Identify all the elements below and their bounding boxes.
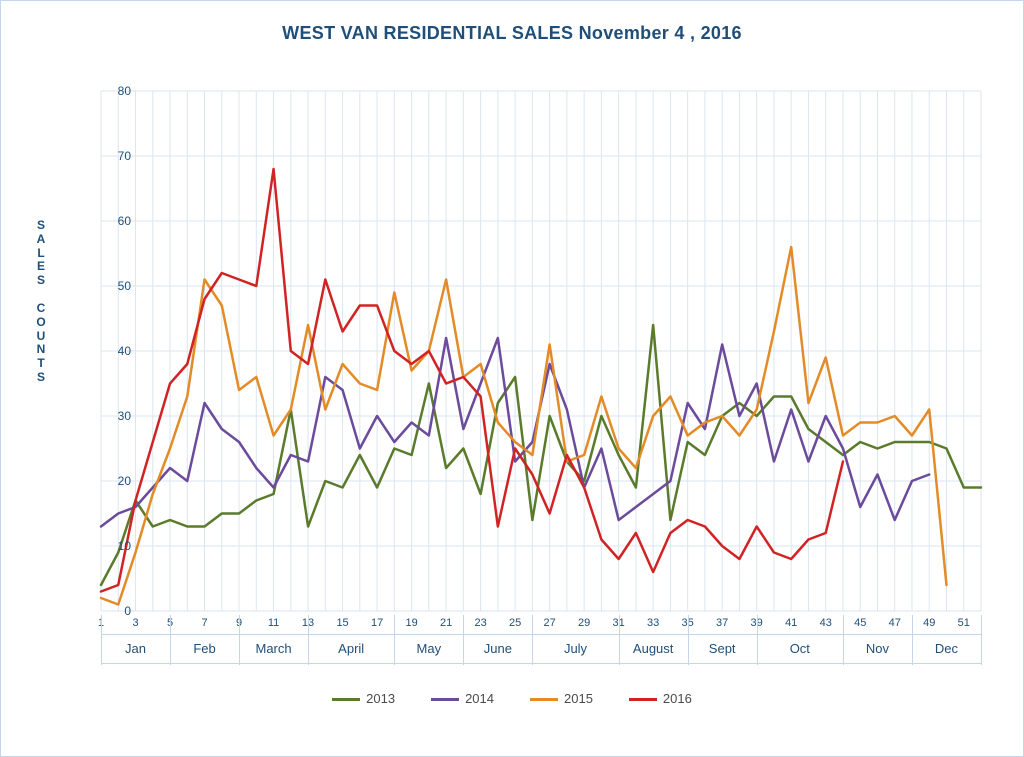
legend-label: 2013 <box>366 691 395 706</box>
legend-item-2016: 2016 <box>629 691 692 706</box>
month-label: August <box>633 641 673 656</box>
x-tick-label: 17 <box>371 617 383 629</box>
y-tick-label: 10 <box>118 539 131 553</box>
month-label: June <box>484 641 512 656</box>
month-label: July <box>564 641 587 656</box>
month-label: May <box>417 641 442 656</box>
y-tick-label: 60 <box>118 214 131 228</box>
legend-item-2013: 2013 <box>332 691 395 706</box>
x-tick-label: 45 <box>854 617 866 629</box>
month-label: April <box>338 641 364 656</box>
x-tick-label: 51 <box>958 617 970 629</box>
month-divider <box>532 615 533 665</box>
month-divider <box>239 615 240 665</box>
y-tick-label: 80 <box>118 84 131 98</box>
chart-title: WEST VAN RESIDENTIAL SALES November 4 , … <box>1 23 1023 44</box>
y-tick-label: 50 <box>118 279 131 293</box>
x-tick-label: 43 <box>820 617 832 629</box>
x-tick-label: 15 <box>336 617 348 629</box>
x-tick-label: 29 <box>578 617 590 629</box>
x-tick-label: 25 <box>509 617 521 629</box>
x-tick-label: 11 <box>268 617 279 629</box>
month-divider <box>308 615 309 665</box>
y-tick-label: 20 <box>118 474 131 488</box>
x-tick-label: 27 <box>544 617 556 629</box>
legend-swatch <box>332 698 360 701</box>
month-label: Jan <box>125 641 146 656</box>
y-tick-label: 30 <box>118 409 131 423</box>
line-chart-svg <box>101 91 981 611</box>
legend-label: 2016 <box>663 691 692 706</box>
chart-frame: WEST VAN RESIDENTIAL SALES November 4 , … <box>0 0 1024 757</box>
legend-swatch <box>530 698 558 701</box>
legend-swatch <box>629 698 657 701</box>
legend-item-2014: 2014 <box>431 691 494 706</box>
month-divider <box>757 615 758 665</box>
legend-item-2015: 2015 <box>530 691 593 706</box>
y-tick-label: 40 <box>118 344 131 358</box>
x-tick-label: 33 <box>647 617 659 629</box>
x-tick-label: 23 <box>474 617 486 629</box>
month-divider <box>394 615 395 665</box>
x-tick-label: 49 <box>923 617 935 629</box>
month-label: Nov <box>866 641 889 656</box>
month-label: Sept <box>709 641 736 656</box>
legend-swatch <box>431 698 459 701</box>
x-tick-label: 37 <box>716 617 728 629</box>
month-label: Oct <box>790 641 810 656</box>
x-tick-label: 3 <box>132 617 138 629</box>
plot-area <box>101 91 981 611</box>
y-tick-label: 0 <box>124 604 131 618</box>
month-label: Dec <box>935 641 958 656</box>
month-divider <box>619 615 620 665</box>
x-tick-label: 21 <box>440 617 452 629</box>
x-tick-label: 7 <box>201 617 207 629</box>
series-line-2015 <box>101 247 946 605</box>
legend-label: 2015 <box>564 691 593 706</box>
month-divider <box>170 615 171 665</box>
month-label: March <box>255 641 291 656</box>
month-divider <box>843 615 844 665</box>
y-axis-label: SALES COUNTS <box>35 219 47 385</box>
month-divider <box>981 615 982 665</box>
month-divider <box>688 615 689 665</box>
y-tick-label: 70 <box>118 149 131 163</box>
month-label: Feb <box>193 641 215 656</box>
x-tick-label: 47 <box>889 617 901 629</box>
x-tick-label: 19 <box>405 617 417 629</box>
legend-label: 2014 <box>465 691 494 706</box>
legend: 2013 2014 2015 2016 <box>1 691 1023 706</box>
month-divider <box>463 615 464 665</box>
month-divider <box>101 615 102 665</box>
month-divider <box>912 615 913 665</box>
x-tick-label: 41 <box>785 617 797 629</box>
